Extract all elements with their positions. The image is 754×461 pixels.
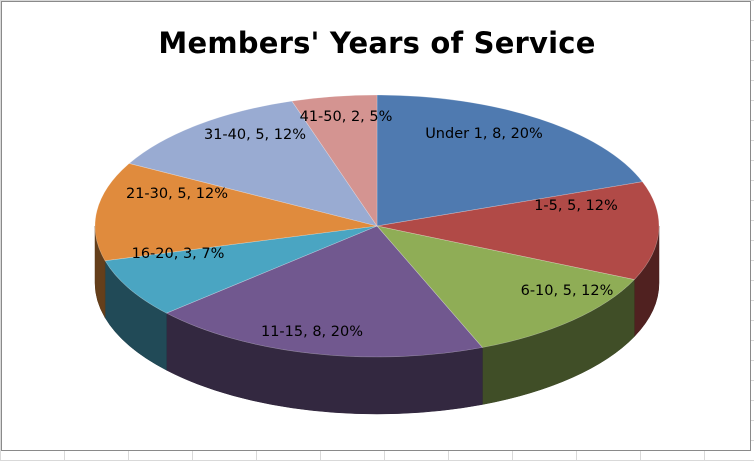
data-labels: Under 1, 8, 20% 1-5, 5, 12% 6-10, 5, 12% 11…	[126, 109, 618, 340]
pie-slice-4[interactable]	[104, 225, 378, 314]
slice-label-4: 16-20, 3, 7%	[132, 246, 225, 262]
pie-sides	[94, 225, 660, 415]
pie-slice-6[interactable]	[128, 100, 378, 227]
slice-label-0: Under 1, 8, 20%	[425, 126, 543, 142]
pie-slices	[94, 94, 660, 358]
slice-label-7: 41-50, 2, 5%	[300, 109, 393, 125]
slice-label-2: 6-10, 5, 12%	[521, 283, 614, 299]
slice-label-6: 31-40, 5, 12%	[204, 127, 306, 143]
pie-slice-2[interactable]	[376, 225, 635, 348]
slice-label-5: 21-30, 5, 12%	[126, 186, 228, 202]
pie-slice-1[interactable]	[376, 181, 660, 280]
pie-slice-7[interactable]	[291, 94, 378, 227]
pie-slice-5[interactable]	[94, 163, 378, 262]
pie-slice-3[interactable]	[165, 225, 483, 358]
chart-title: Members' Years of Service	[158, 26, 596, 60]
slice-label-1: 1-5, 5, 12%	[534, 198, 618, 214]
slice-label-3: 11-15, 8, 20%	[261, 324, 363, 340]
pie-slice-0[interactable]	[376, 94, 643, 227]
